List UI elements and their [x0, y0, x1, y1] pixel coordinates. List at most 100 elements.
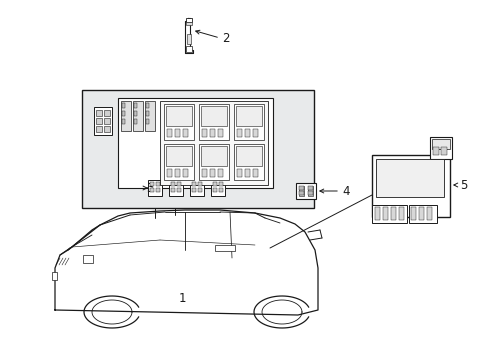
Bar — [371, 155, 449, 217]
Bar — [148, 180, 162, 196]
Bar — [390, 207, 395, 220]
Bar — [171, 182, 175, 186]
Bar — [192, 182, 196, 186]
Bar — [198, 188, 202, 192]
Bar — [186, 34, 191, 44]
Bar — [83, 255, 93, 263]
Bar — [236, 146, 262, 166]
Bar — [374, 207, 379, 220]
Bar — [156, 182, 160, 186]
Bar — [156, 188, 160, 192]
Bar — [199, 144, 228, 180]
Bar — [165, 106, 192, 126]
Text: 4: 4 — [341, 185, 349, 198]
Bar — [429, 137, 451, 159]
Bar — [190, 180, 203, 196]
Bar — [295, 183, 315, 199]
Bar — [201, 146, 226, 166]
Bar — [167, 129, 172, 137]
Text: 2: 2 — [222, 32, 229, 45]
Bar — [244, 129, 249, 137]
Bar — [146, 111, 149, 116]
Bar — [398, 207, 403, 220]
Bar — [218, 129, 223, 137]
Bar — [234, 104, 264, 140]
Bar — [375, 159, 443, 197]
Bar — [307, 186, 312, 196]
Bar — [244, 169, 249, 177]
Bar — [94, 107, 112, 135]
Bar — [209, 169, 215, 177]
Bar — [169, 180, 183, 196]
Bar — [171, 188, 175, 192]
Bar — [150, 182, 154, 186]
Bar — [185, 46, 192, 52]
Bar — [177, 182, 181, 186]
Bar — [150, 188, 154, 192]
Bar — [134, 111, 137, 116]
Bar — [237, 129, 242, 137]
Bar — [175, 129, 180, 137]
Bar — [252, 129, 258, 137]
Bar — [146, 103, 149, 108]
Bar — [122, 103, 125, 108]
Bar — [236, 106, 262, 126]
Bar — [202, 169, 206, 177]
Bar — [165, 146, 192, 166]
Bar — [185, 22, 192, 25]
Bar — [237, 169, 242, 177]
Bar — [209, 129, 215, 137]
Bar — [104, 110, 110, 116]
Text: 1: 1 — [179, 292, 186, 305]
Bar — [307, 186, 312, 190]
Bar — [163, 144, 194, 180]
Bar — [213, 188, 217, 192]
Bar — [432, 147, 438, 155]
Bar — [192, 188, 196, 192]
Bar — [160, 101, 267, 185]
Bar — [213, 182, 217, 186]
Bar — [431, 139, 449, 149]
Bar — [202, 129, 206, 137]
Bar — [183, 129, 187, 137]
Bar — [52, 272, 57, 280]
Bar — [96, 110, 102, 116]
Bar — [440, 147, 446, 155]
Bar — [298, 186, 304, 190]
Bar — [418, 207, 423, 220]
Bar — [96, 118, 102, 124]
Bar — [185, 18, 192, 22]
Bar — [307, 191, 312, 195]
Bar — [104, 126, 110, 132]
Bar — [134, 119, 137, 124]
Bar — [167, 169, 172, 177]
Bar — [298, 191, 304, 195]
Bar — [410, 207, 415, 220]
Bar — [121, 101, 131, 131]
Bar — [134, 103, 137, 108]
Bar — [175, 169, 180, 177]
Bar — [199, 104, 228, 140]
Bar — [382, 207, 387, 220]
Bar — [183, 169, 187, 177]
Bar — [219, 188, 223, 192]
Bar — [145, 101, 155, 131]
Bar — [122, 111, 125, 116]
Bar — [298, 186, 304, 196]
Bar — [122, 119, 125, 124]
Bar — [201, 106, 226, 126]
Bar — [118, 98, 272, 188]
Bar — [252, 169, 258, 177]
Bar — [146, 119, 149, 124]
Bar — [177, 188, 181, 192]
Bar — [215, 245, 235, 251]
Bar — [198, 182, 202, 186]
Bar — [210, 180, 224, 196]
Bar — [234, 144, 264, 180]
Text: 5: 5 — [459, 179, 467, 192]
Bar — [426, 207, 431, 220]
Text: 3: 3 — [146, 181, 153, 194]
Bar — [219, 182, 223, 186]
Bar — [133, 101, 142, 131]
Bar — [218, 169, 223, 177]
